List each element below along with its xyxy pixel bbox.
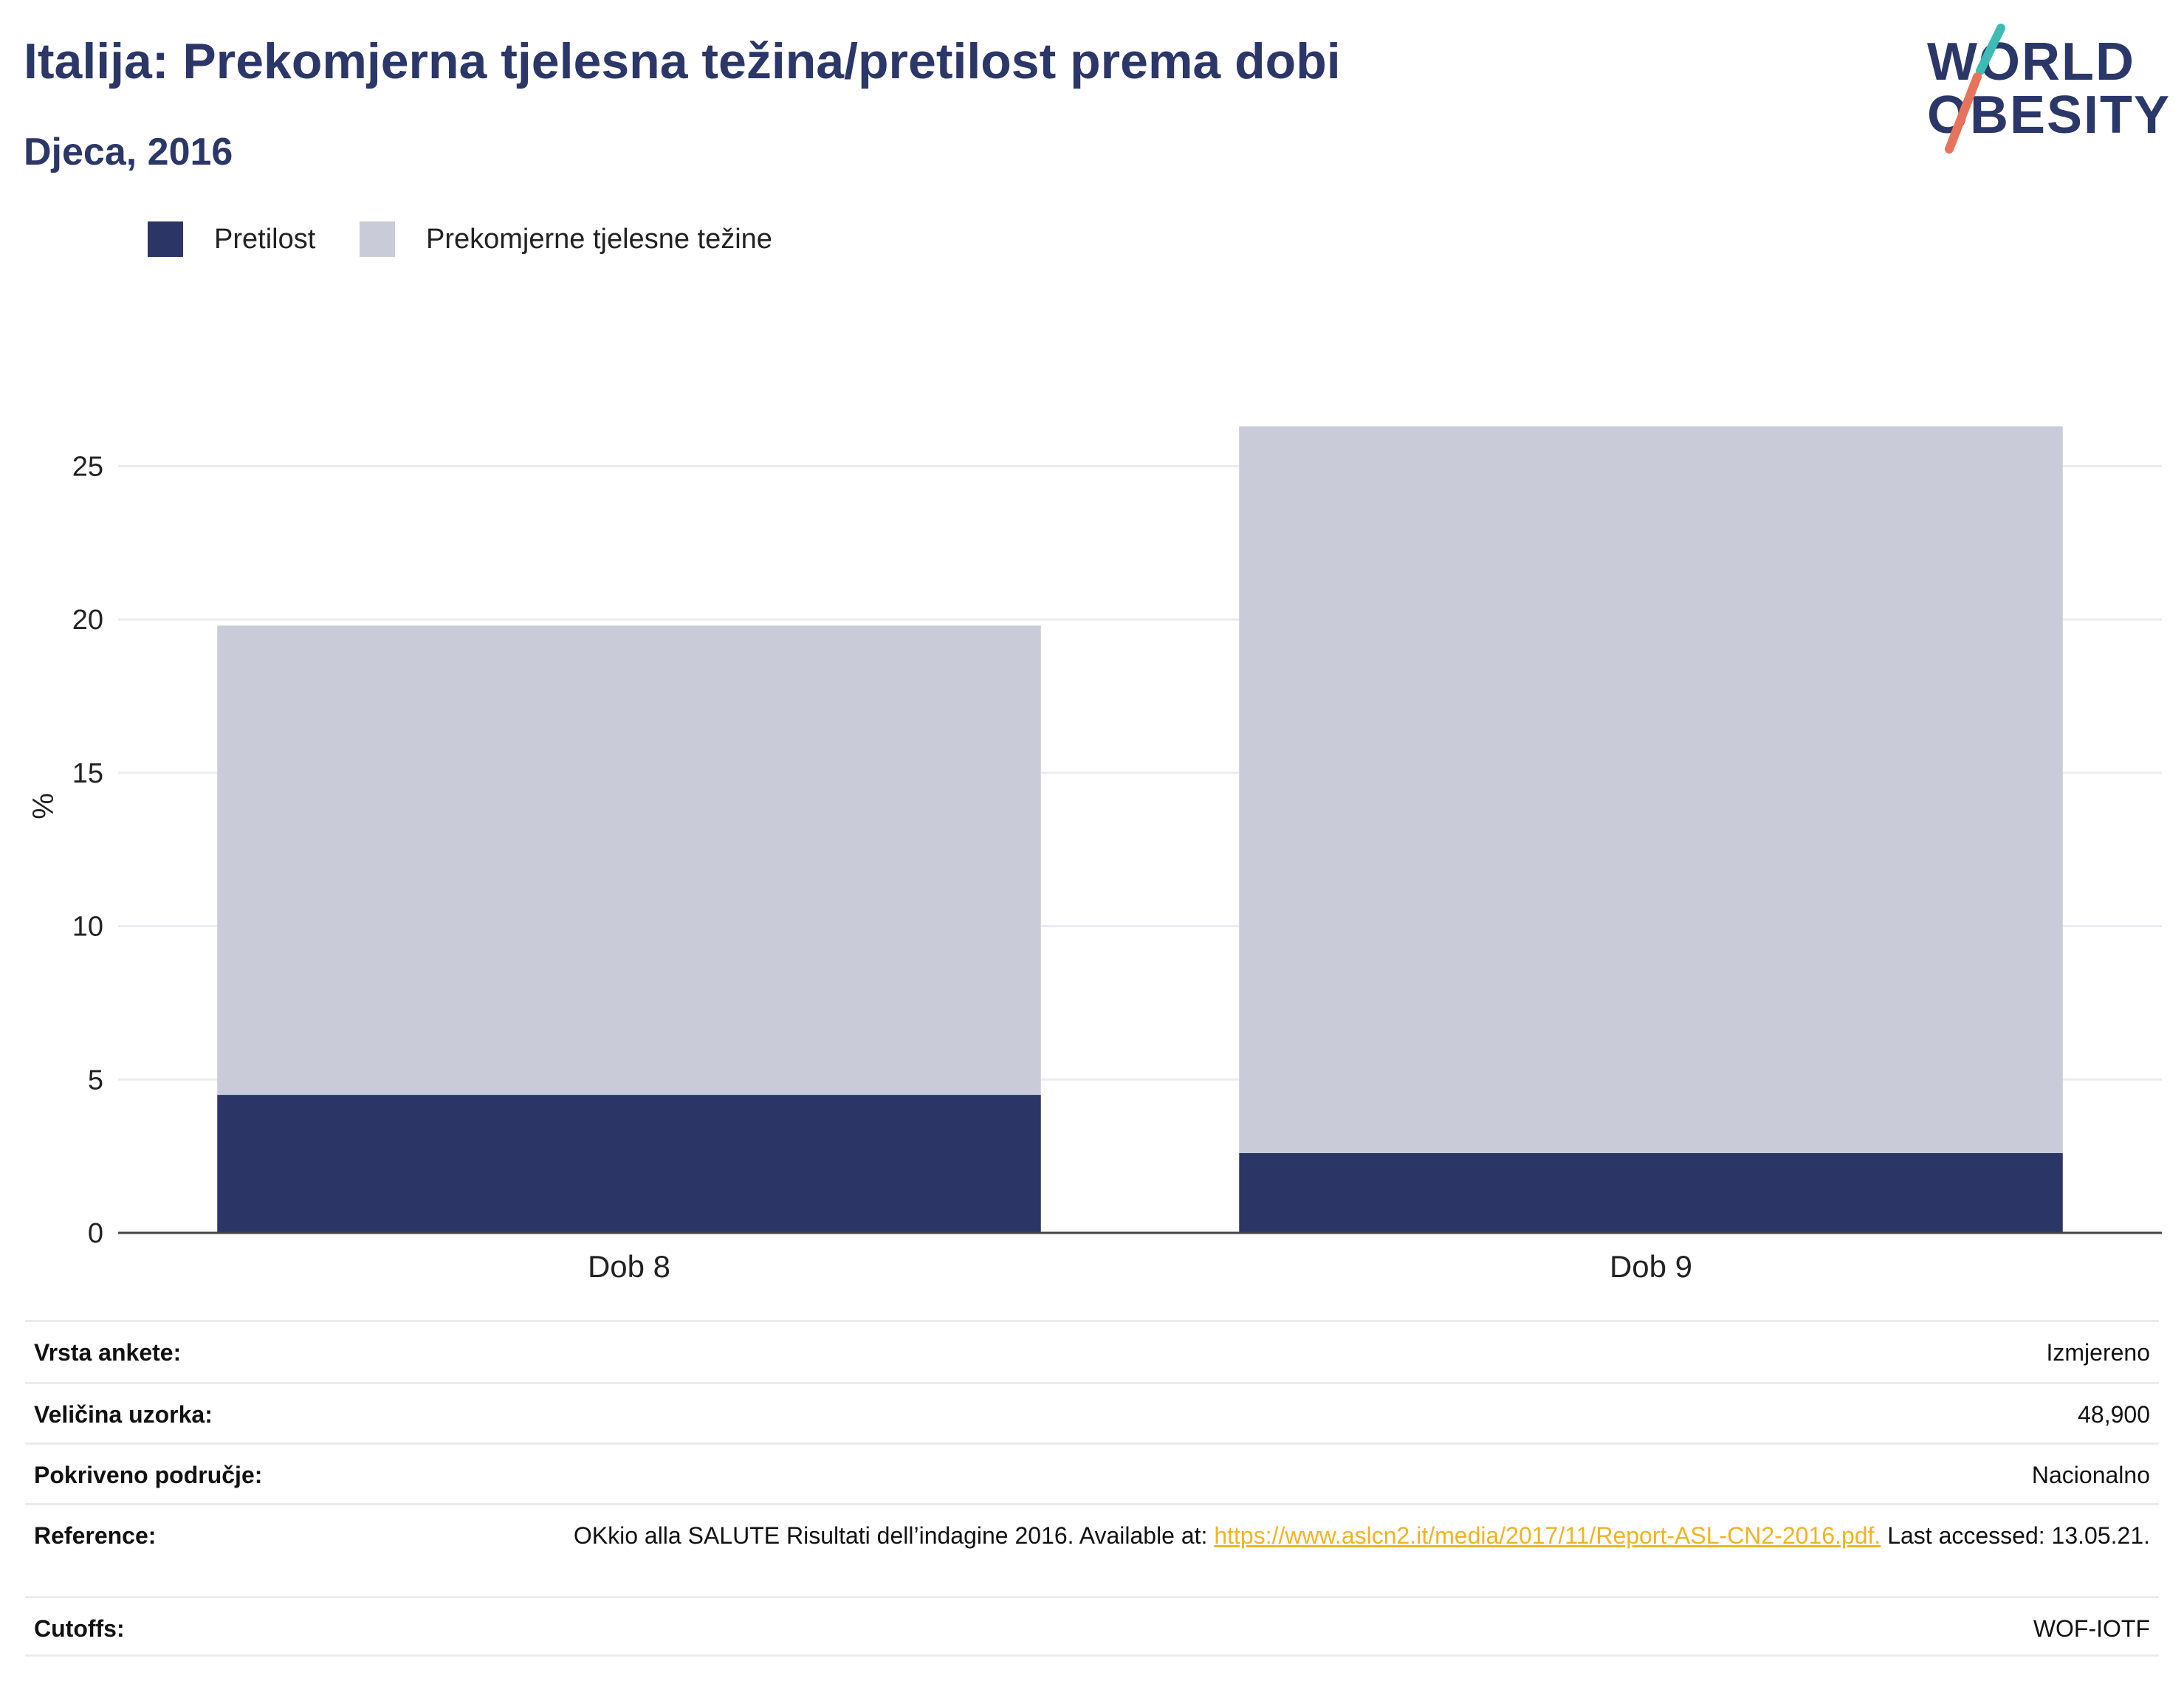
y-tick-label: 15 [72,758,103,789]
world-obesity-logo: WORLD OBESITY [1920,19,2171,159]
info-value: Nacionalno [2031,1462,2150,1488]
bar-segment-pretilost-2[interactable] [1239,1152,2063,1233]
y-tick-label: 10 [72,912,103,943]
y-tick-label: 20 [72,605,103,636]
y-tick-label: 25 [72,451,103,482]
info-label: Cutoffs: [34,1615,125,1642]
bar-segment-prekomjerne-1[interactable] [217,625,1041,1096]
info-label: Veličina uzorka: [34,1401,213,1428]
info-value: WOF-IOTF [2033,1615,2150,1642]
axes: 0 5 10 15 20 25 Dob 8 Dob 9 [72,451,2162,1284]
bars [217,426,2063,1233]
x-category-label: Dob 9 [1610,1249,1692,1284]
legend-swatch-prekomjerne [360,221,395,257]
reference-accessed-text: Last accessed: 13.05.21. [1881,1522,2150,1549]
info-row-cutoffs: Cutoffs: WOF-IOTF [25,1596,2159,1657]
chart-title: Italija: Prekomjerna tjelesna težina/pre… [24,33,1341,89]
info-row-sample-size: Veličina uzorka: 48,900 [25,1382,2159,1443]
reference-link[interactable]: https://www.aslcn2.it/media/2017/11/Repo… [1214,1522,1881,1549]
chart-subtitle: Djeca, 2016 [24,131,233,173]
survey-info-table: Vrsta ankete: Izmjereno Veličina uzorka:… [25,1320,2159,1657]
info-label: Reference: [34,1522,157,1549]
y-tick-label: 5 [88,1065,103,1096]
legend-label-pretilost: Pretilost [214,224,316,255]
logo-text-world: WORLD [1927,32,2135,92]
bar-segment-prekomjerne-2[interactable] [1239,426,2063,1153]
info-row-area-covered: Pokriveno područje: Nacionalno [25,1443,2159,1503]
info-value: OKkio alla SALUTE Risultati dell’indagin… [526,1520,2150,1551]
info-row-reference: Reference: OKkio alla SALUTE Risultati d… [25,1503,2159,1596]
info-value: 48,900 [2078,1401,2150,1428]
logo-slash-icon [1945,24,2005,154]
reference-text: OKkio alla SALUTE Risultati dell’indagin… [573,1522,1215,1549]
legend-swatch-pretilost [148,221,183,257]
y-axis-title: % [27,793,60,819]
bar-segment-pretilost-1[interactable] [217,1095,1041,1233]
y-tick-label: 0 [88,1218,103,1249]
info-value: Izmjereno [2046,1339,2151,1366]
info-row-survey-type: Vrsta ankete: Izmjereno [25,1320,2159,1382]
legend-label-prekomjerne: Prekomjerne tjelesne težine [426,224,772,255]
info-label: Pokriveno područje: [34,1462,263,1488]
bar-chart: 0 5 10 15 20 25 Dob 8 Dob 9 % [27,426,2162,1284]
x-category-label: Dob 8 [588,1249,670,1284]
info-label: Vrsta ankete: [34,1339,182,1366]
